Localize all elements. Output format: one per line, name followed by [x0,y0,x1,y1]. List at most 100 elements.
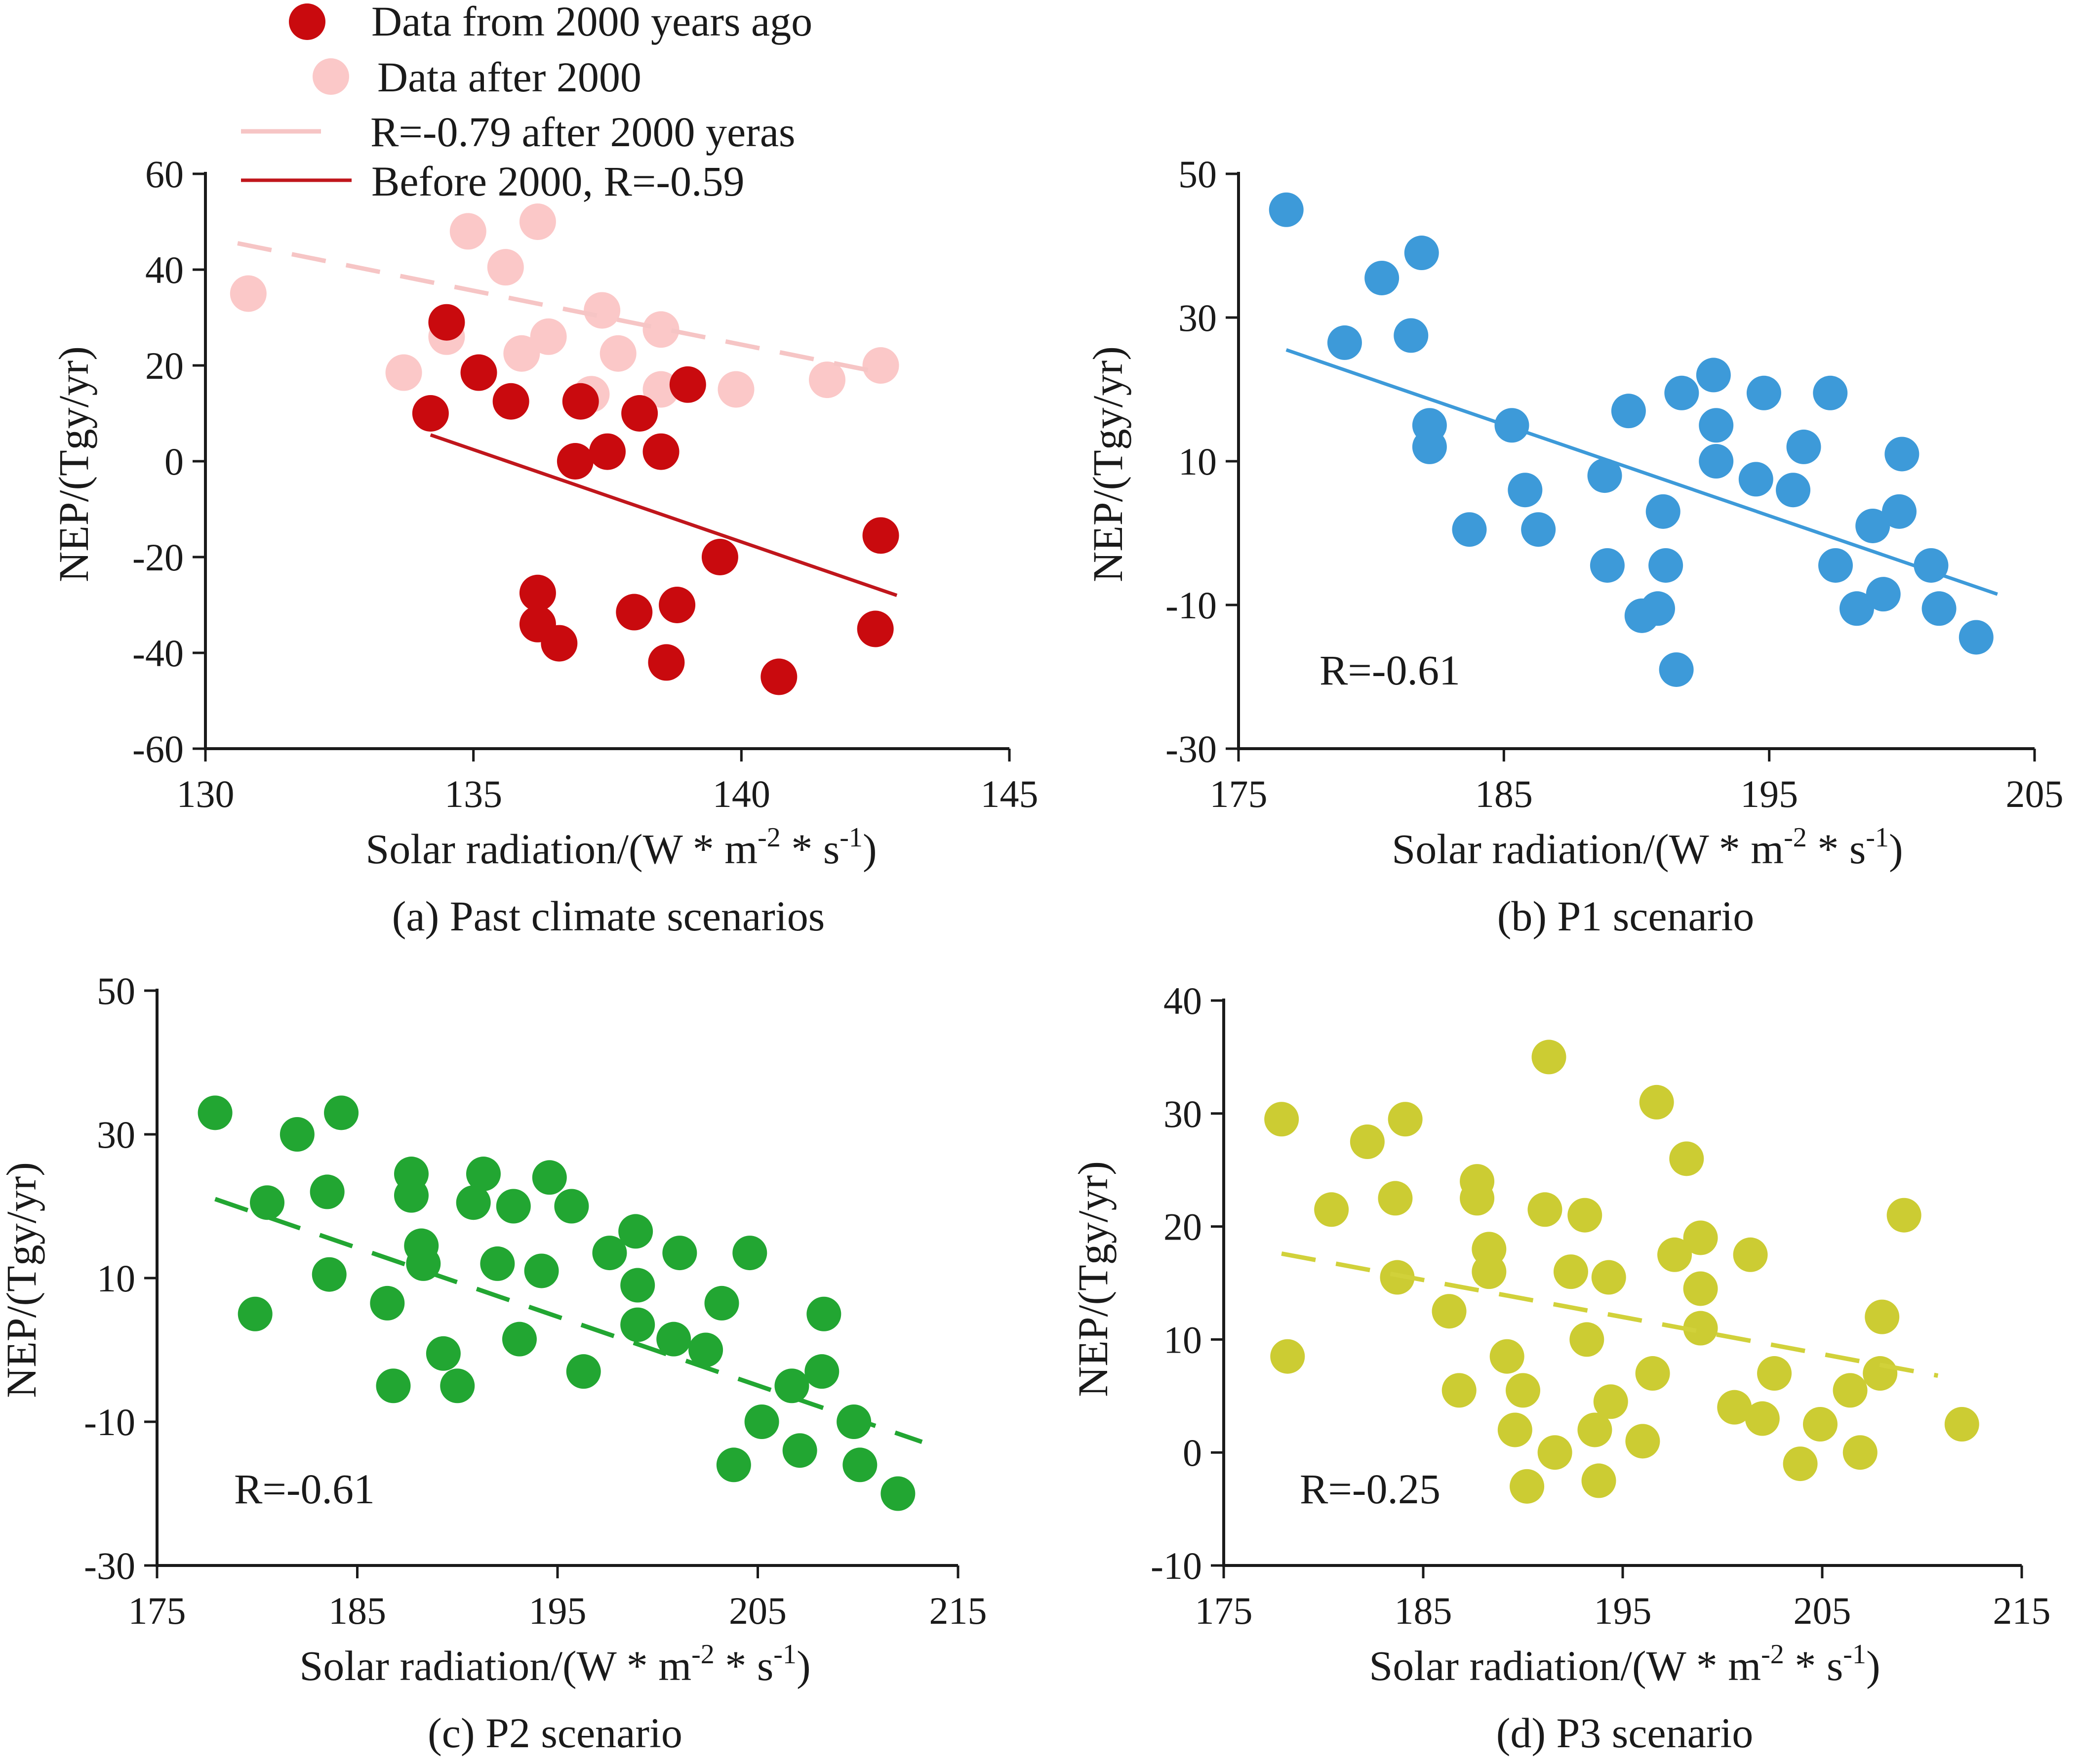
panel-a-y-tick-label-6: 60 [145,153,184,196]
panel-c-point-0-24 [592,1236,627,1271]
panel-d-point-0-2 [1314,1192,1349,1227]
panel-d-point-0-26 [1593,1384,1628,1419]
panel-b-y-tick-label-0: -30 [1165,727,1217,770]
panel-d-x-tick-label-2: 195 [1594,1589,1652,1632]
panel-a-point-0-13 [718,371,755,408]
panel-a-point-1-16 [701,539,738,575]
panel-d-point-0-1 [1270,1339,1305,1374]
panel-d-point-0-25 [1591,1260,1626,1295]
panel-c-point-0-36 [782,1433,817,1468]
panel-c-point-0-19 [502,1322,537,1357]
panel-d-point-0-15 [1506,1373,1540,1408]
panel-b-x-tick-label-1: 185 [1475,772,1533,815]
panel-b-ticks: 175 185 195 205 -30 -10 10 30 50 [1165,153,2063,815]
panel-b-point-0-11 [1587,458,1622,493]
panel-d-point-0-10 [1460,1181,1495,1216]
panel-d-point-0-18 [1531,1040,1566,1075]
panel-d-point-0-12 [1472,1254,1507,1289]
panel-a-point-1-8 [562,383,599,420]
panel-b-y-tick-label-4: 50 [1178,153,1217,196]
panel-d-point-0-37 [1745,1401,1780,1436]
panel-b-point-0-23 [1738,462,1773,497]
panel-d-point-0-34 [1683,1311,1718,1346]
panel-d-point-0-39 [1783,1446,1818,1482]
panel-a-point-1-12 [642,433,680,470]
panel-b-point-0-13 [1611,394,1646,429]
panel-c-point-0-35 [774,1368,809,1403]
panel-b-y-tick-label-2: 10 [1178,440,1217,483]
panel-c-point-0-7 [370,1285,405,1321]
panel-b-fit-line-0 [1285,348,1998,596]
panel-d-point-0-32 [1683,1220,1718,1255]
panel-a-point-1-0 [412,395,449,432]
panel-d-y-tick-label-4: 30 [1163,1092,1202,1135]
panel-a-x-tick-label-2: 140 [713,772,770,815]
panel-c-point-0-28 [656,1322,691,1357]
panel-d-point-0-6 [1388,1102,1423,1137]
panel-c-point-0-34 [744,1404,779,1439]
panel-c-y-tick-label-2: 10 [97,1257,135,1300]
panel-b: 175 185 195 205 -30 -10 10 30 50 NEP/(Tgy/yr) So… [1084,153,2064,940]
panel-c-point-0-17 [480,1246,515,1281]
panel-c-y-axis-label: NEP/(Tgy/yr) [0,1162,45,1398]
panel-d-point-0-4 [1378,1181,1413,1216]
panel-a-y-tick-label-5: 40 [145,248,184,291]
panel-a-x-tick-label-1: 135 [444,772,502,815]
panel-c-point-0-16 [466,1157,501,1192]
panel-a-point-1-6 [541,625,578,662]
panel-c-y-tick-label-3: 30 [97,1113,135,1156]
legend-marker-before-2000 [289,3,325,40]
panel-b-point-0-4 [1404,236,1439,271]
panel-c-ticks: 175 185 195 205 215 -30 -10 10 30 50 [84,969,987,1632]
panel-d-y-tick-label-0: -10 [1151,1544,1202,1587]
panel-c-point-0-26 [620,1268,655,1303]
panel-d-x-tick-label-1: 185 [1395,1589,1452,1632]
panel-c-x-tick-label-2: 195 [529,1589,587,1632]
panel-b-point-0-32 [1881,494,1917,529]
panel-a-point-1-2 [460,354,497,391]
panel-a-point-0-1 [385,354,422,391]
panel-a-point-0-5 [519,203,556,240]
panel-b-x-axis-label: Solar radiation/(W * m-2 * s-1) [1392,822,1903,873]
panel-d-x-tick-label-0: 175 [1195,1589,1253,1632]
panel-b-point-0-28 [1818,548,1853,583]
panel-d-x-tick-label-4: 215 [1993,1589,2051,1632]
panel-a-plot [230,203,899,695]
panel-b-point-0-27 [1813,375,1848,410]
panel-b-plot [1269,192,1998,687]
panel-a-point-0-10 [600,335,637,372]
panel-d-y-tick-label-5: 40 [1163,979,1202,1022]
panel-a-y-tick-label-2: -20 [132,536,184,579]
panel-a-point-1-17 [760,658,798,695]
panel-d-point-0-0 [1264,1102,1299,1137]
panel-d-point-0-40 [1802,1407,1838,1442]
panel-d-plot [1264,1040,1979,1504]
panel-a-point-0-11 [642,311,680,348]
panel-c-point-0-29 [662,1236,697,1271]
panel-a-y-axis-label: NEP/(Tgy/yr) [50,346,97,582]
legend-label-before-2000: Data from 2000 years ago [371,0,812,45]
panel-d-point-0-3 [1350,1124,1385,1159]
panel-d-ticks: 175 185 195 205 215 -10 0 10 20 30 40 [1151,979,2050,1632]
panel-c-point-0-41 [880,1476,916,1511]
panel-c-x-tick-label-4: 215 [929,1589,987,1632]
panel-d-point-0-46 [1944,1407,1979,1442]
panel-c-point-0-15 [456,1185,491,1220]
panel-c-point-0-10 [394,1178,429,1213]
panel-c-point-0-6 [324,1095,359,1130]
panel-d-point-0-35 [1717,1390,1752,1425]
panel-a-point-1-9 [589,433,626,470]
panel-b-point-0-18 [1659,652,1694,687]
panel-d-y-tick-label-1: 0 [1183,1431,1202,1474]
panel-b-point-0-20 [1696,358,1731,393]
panel-a-y-tick-label-0: -60 [132,727,184,770]
panel-c-point-0-33 [732,1236,767,1271]
panel-d-fit-line-0 [1281,1251,1939,1378]
panel-c-point-0-18 [496,1189,531,1224]
panel-b-point-0-31 [1866,577,1901,612]
panel-b-point-0-9 [1508,473,1543,508]
legend-label-before-2000-fit: Before 2000, R=-0.59 [371,158,744,205]
panel-d-point-0-33 [1683,1271,1718,1306]
panel-a-y-tick-label-3: 0 [164,440,184,483]
panel-d-point-0-8 [1441,1373,1477,1408]
